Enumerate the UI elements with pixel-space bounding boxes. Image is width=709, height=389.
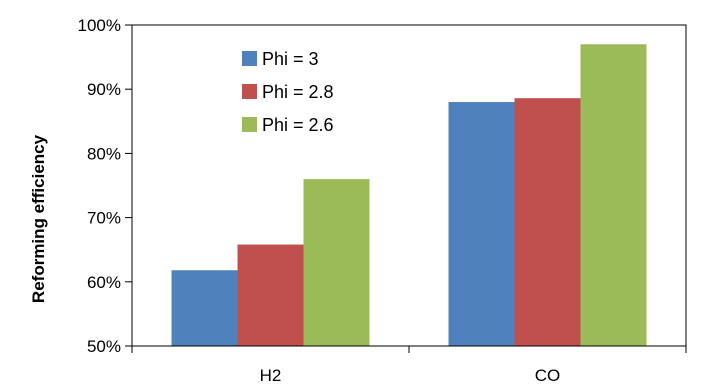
x-category-label: H2 — [260, 366, 282, 385]
y-axis-ticks: 50% 60% 70% 80% 90% 100% — [78, 16, 132, 356]
y-tick-label: 60% — [87, 273, 121, 292]
y-tick-label: 90% — [87, 80, 121, 99]
axes — [131, 24, 687, 353]
y-tick-label: 100% — [78, 16, 121, 35]
bar-co-series-1 — [448, 102, 515, 346]
legend-swatch — [242, 84, 257, 99]
y-tick-label: 80% — [87, 144, 121, 163]
legend-label: Phi = 2.8 — [262, 82, 334, 102]
y-tick-label: 50% — [87, 337, 121, 356]
y-axis-title: Reforming efficiency — [29, 134, 48, 303]
legend-swatch — [242, 51, 257, 66]
bar-co-series-2 — [514, 98, 581, 346]
y-tick-label: 70% — [87, 209, 121, 228]
x-category-label: CO — [535, 366, 561, 385]
legend-label: Phi = 2.6 — [262, 115, 334, 135]
legend-label: Phi = 3 — [262, 49, 319, 69]
bar-h2-series-3 — [303, 179, 370, 346]
legend-swatch — [242, 117, 257, 132]
x-axis-labels: H2 CO — [260, 366, 561, 385]
bars — [171, 44, 647, 346]
bar-h2-series-2 — [237, 244, 304, 346]
bar-co-series-3 — [580, 44, 647, 346]
bar-h2-series-1 — [171, 270, 238, 346]
legend: Phi = 3 Phi = 2.8 Phi = 2.6 — [242, 49, 334, 135]
